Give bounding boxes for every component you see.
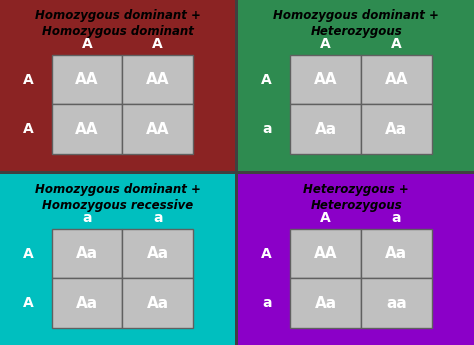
Text: A: A xyxy=(23,72,34,87)
Bar xyxy=(122,278,193,328)
Text: a: a xyxy=(262,122,272,136)
Text: A: A xyxy=(261,72,272,87)
Bar xyxy=(361,278,432,328)
Text: aa: aa xyxy=(386,296,407,311)
Text: Aa: Aa xyxy=(385,246,407,261)
Text: A: A xyxy=(23,296,34,310)
Text: Homozygous dominant +
Homozygous dominant: Homozygous dominant + Homozygous dominan… xyxy=(35,9,201,38)
Text: A: A xyxy=(261,247,272,260)
Text: Homozygous dominant +
Heterozygous: Homozygous dominant + Heterozygous xyxy=(273,9,439,38)
Bar xyxy=(0,174,236,345)
Bar xyxy=(238,174,474,345)
Bar xyxy=(290,55,361,104)
Text: Homozygous dominant +
Homozygous recessive: Homozygous dominant + Homozygous recessi… xyxy=(35,184,201,213)
Bar xyxy=(0,0,236,171)
Bar xyxy=(122,229,193,278)
Bar xyxy=(290,278,361,328)
Text: Heterozygous +
Heterozygous: Heterozygous + Heterozygous xyxy=(303,184,409,213)
Text: A: A xyxy=(391,38,401,51)
Text: AA: AA xyxy=(146,72,170,87)
Text: AA: AA xyxy=(75,72,99,87)
Text: Aa: Aa xyxy=(315,296,337,311)
Text: Aa: Aa xyxy=(76,296,98,311)
Text: Aa: Aa xyxy=(147,296,169,311)
Bar xyxy=(290,229,361,278)
Bar xyxy=(290,104,361,154)
Text: A: A xyxy=(23,122,34,136)
Text: AA: AA xyxy=(314,246,337,261)
Text: A: A xyxy=(320,211,331,226)
Text: AA: AA xyxy=(384,72,408,87)
Text: Aa: Aa xyxy=(147,246,169,261)
Text: a: a xyxy=(82,211,92,226)
Bar xyxy=(361,104,432,154)
Text: AA: AA xyxy=(314,72,337,87)
Bar xyxy=(361,55,432,104)
Text: Aa: Aa xyxy=(76,246,98,261)
Text: Aa: Aa xyxy=(315,121,337,137)
Bar xyxy=(238,0,474,171)
Text: a: a xyxy=(153,211,163,226)
Bar xyxy=(52,229,122,278)
Bar xyxy=(122,55,193,104)
Bar xyxy=(52,104,122,154)
Text: A: A xyxy=(153,38,163,51)
Text: A: A xyxy=(23,247,34,260)
Text: a: a xyxy=(262,296,272,310)
Bar xyxy=(122,104,193,154)
Text: AA: AA xyxy=(75,121,99,137)
Text: Aa: Aa xyxy=(385,121,407,137)
Text: AA: AA xyxy=(146,121,170,137)
Text: A: A xyxy=(82,38,92,51)
Text: a: a xyxy=(392,211,401,226)
Bar xyxy=(52,278,122,328)
Bar xyxy=(52,55,122,104)
Bar xyxy=(361,229,432,278)
Text: A: A xyxy=(320,38,331,51)
